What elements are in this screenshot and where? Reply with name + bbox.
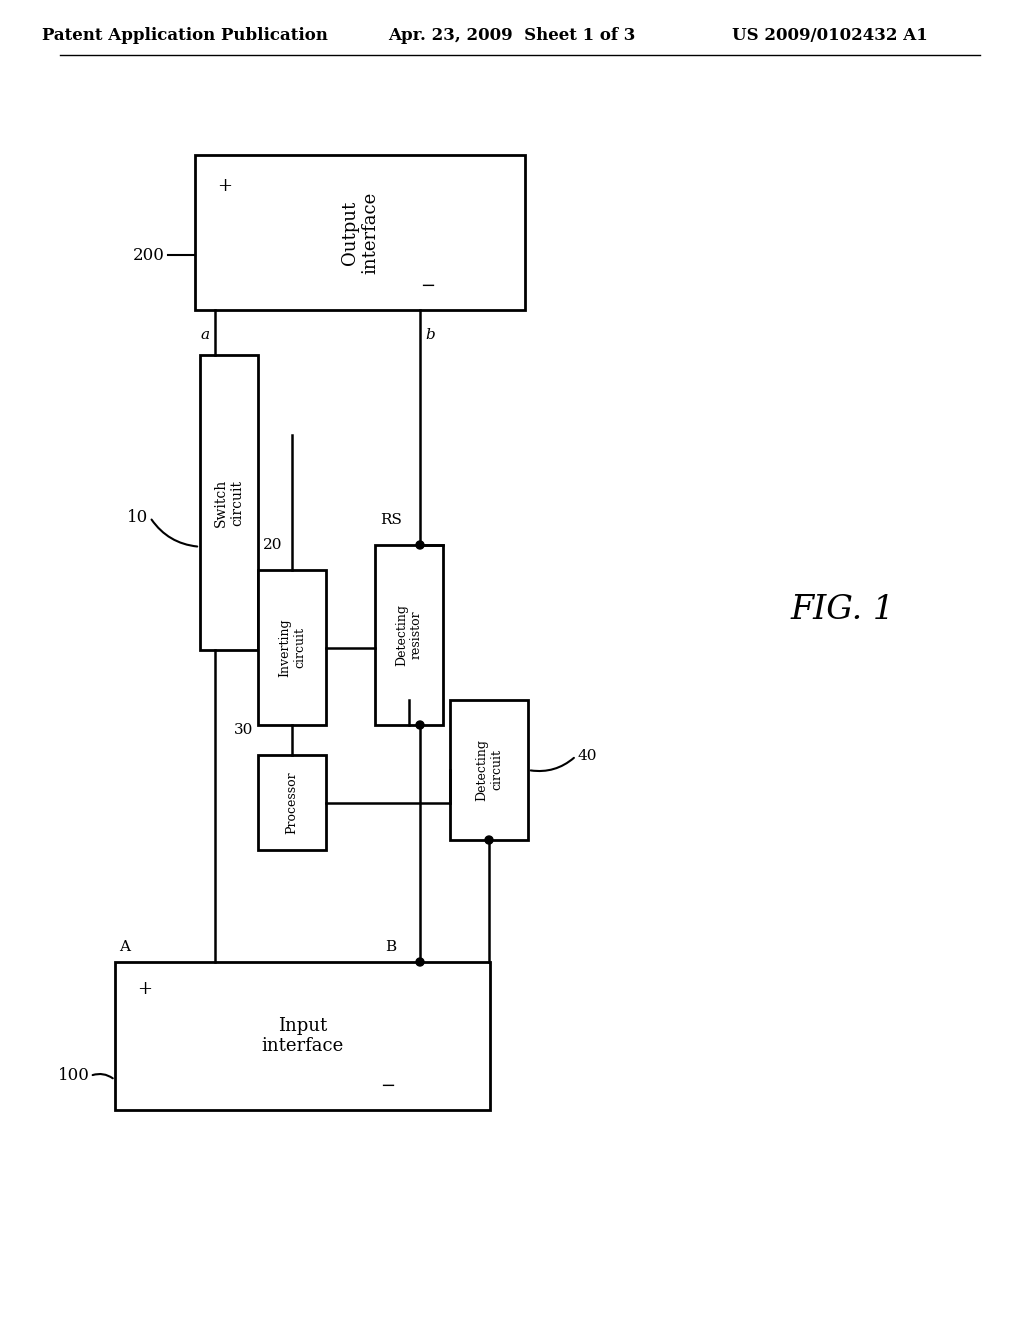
Text: Detecting
resistor: Detecting resistor [395, 605, 423, 667]
Text: 30: 30 [233, 723, 253, 737]
Text: A: A [119, 940, 130, 954]
Text: Patent Application Publication: Patent Application Publication [42, 28, 328, 45]
Bar [258, 755, 326, 850]
Text: 40: 40 [578, 748, 597, 763]
Bar [200, 355, 258, 649]
Text: b: b [425, 327, 435, 342]
Circle shape [416, 541, 424, 549]
Bar [115, 962, 490, 1110]
Circle shape [416, 721, 424, 729]
Text: a: a [201, 327, 210, 342]
Text: FIG. 1: FIG. 1 [790, 594, 894, 626]
Bar [195, 154, 525, 310]
Text: +: + [217, 177, 232, 195]
FancyArrowPatch shape [530, 758, 573, 771]
Text: −: − [380, 1077, 395, 1096]
Bar [258, 570, 326, 725]
Circle shape [416, 958, 424, 966]
Text: Input
interface: Input interface [261, 1016, 344, 1056]
Text: 200: 200 [133, 247, 165, 264]
Bar [450, 700, 528, 840]
Text: Apr. 23, 2009  Sheet 1 of 3: Apr. 23, 2009 Sheet 1 of 3 [388, 28, 636, 45]
Text: Inverting
circuit: Inverting circuit [278, 618, 306, 677]
Text: US 2009/0102432 A1: US 2009/0102432 A1 [732, 28, 928, 45]
Text: Detecting
circuit: Detecting circuit [475, 739, 503, 801]
Text: −: − [420, 277, 435, 294]
Circle shape [485, 836, 493, 843]
Bar [375, 545, 443, 725]
Text: 10: 10 [127, 508, 148, 525]
Text: 100: 100 [58, 1068, 90, 1085]
FancyArrowPatch shape [92, 1074, 113, 1078]
Text: B: B [385, 940, 396, 954]
Text: +: + [137, 979, 152, 998]
Text: Switch
circuit: Switch circuit [214, 478, 244, 527]
Text: 20: 20 [263, 539, 283, 552]
FancyArrowPatch shape [152, 520, 198, 546]
Text: RS: RS [380, 513, 401, 527]
Text: Processor: Processor [286, 771, 299, 834]
Text: Output
interface: Output interface [341, 191, 380, 273]
